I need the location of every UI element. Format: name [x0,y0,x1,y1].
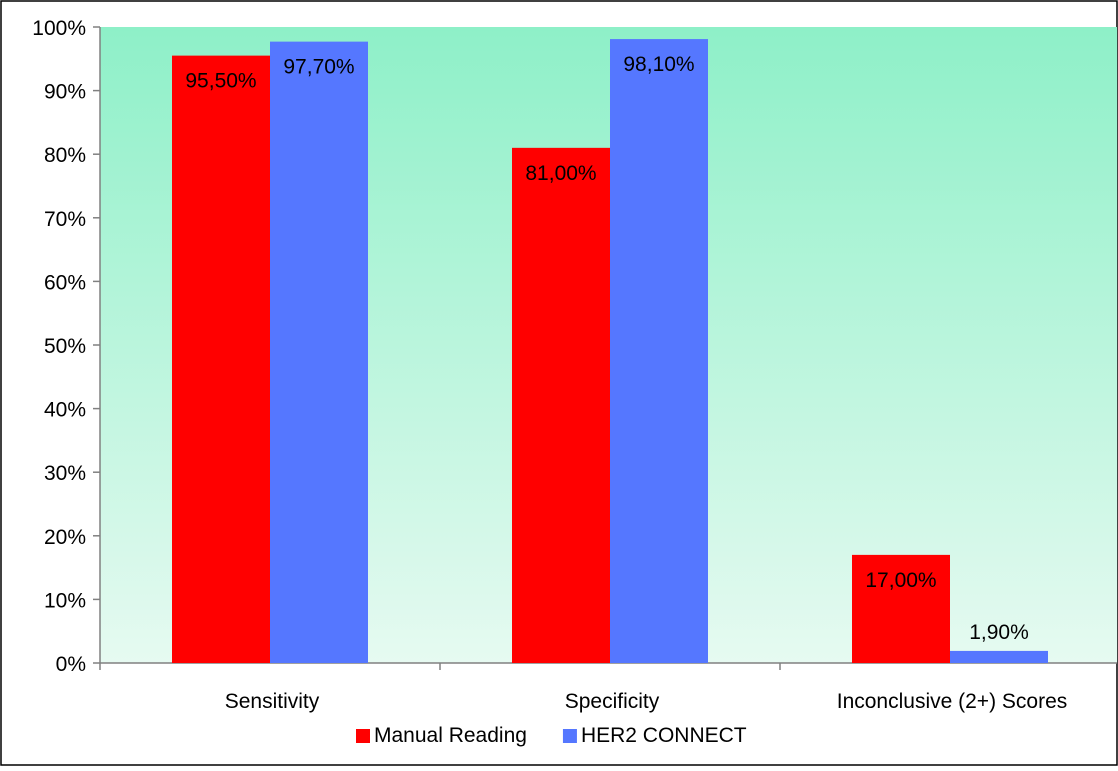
data-label: 17,00% [865,569,936,592]
legend: Manual Reading HER2 CONNECT [356,724,747,747]
y-tick-label: 10% [44,589,86,612]
data-label: 97,70% [283,56,354,79]
bar [852,554,950,663]
y-tick-label: 50% [44,335,86,358]
data-labels: 95,50% 97,70% 81,00% 98,10% 17,00% 1,90% [185,53,1028,644]
data-label: 95,50% [185,70,256,93]
data-label: 81,00% [525,162,596,185]
x-category-label: Specificity [565,690,660,713]
legend-label: Manual Reading [374,724,527,747]
x-category-label: Inconclusive (2+) Scores [837,690,1068,713]
bar [610,39,708,664]
legend-swatch [356,729,370,743]
data-label: 1,90% [969,621,1029,644]
y-tick-label: 60% [44,271,86,294]
y-axis: 0% 10% 20% 30% 40% 50% 60% 70% 80% 90% 100% [32,17,101,676]
y-tick-label: 30% [44,462,86,485]
y-tick-label: 0% [56,653,86,676]
bars [172,39,1048,664]
x-category-label: Sensitivity [225,690,320,713]
y-tick-label: 80% [44,144,86,167]
bar [950,650,1048,663]
data-label: 98,10% [623,53,694,76]
legend-label: HER2 CONNECT [581,724,747,747]
bar [172,55,270,664]
y-tick-label: 90% [44,81,86,104]
bar [270,41,368,664]
legend-swatch [562,729,577,743]
y-tick-label: 40% [44,399,86,422]
y-tick-label: 100% [32,17,86,40]
bar [512,147,610,664]
y-tick-label: 20% [44,526,86,549]
y-tick-label: 70% [44,208,86,231]
